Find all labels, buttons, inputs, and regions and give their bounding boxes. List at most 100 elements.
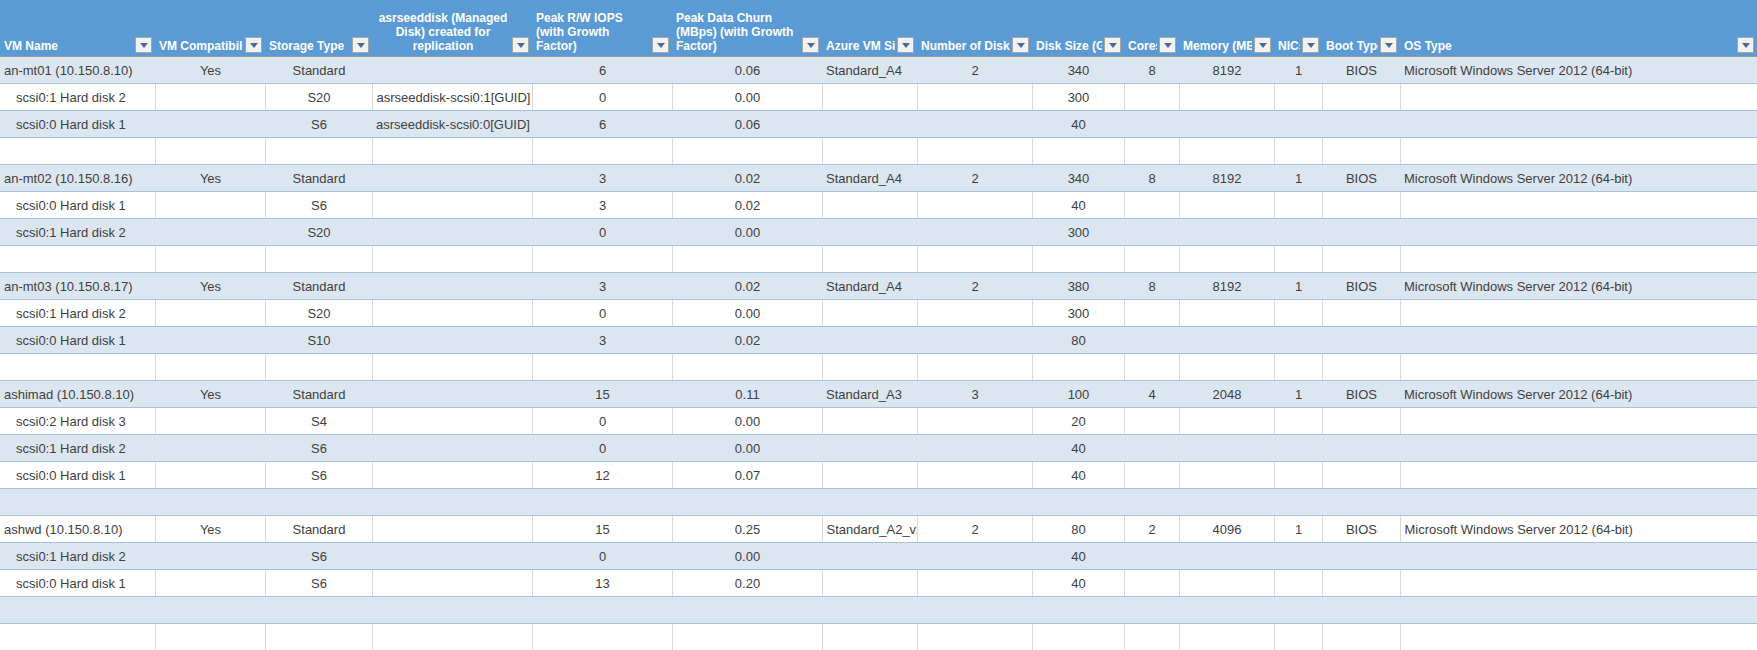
cell-peak-rw-iops[interactable] — [532, 246, 672, 273]
cell-peak-data-churn[interactable]: 0.00 — [672, 84, 822, 111]
cell-nics[interactable] — [1274, 570, 1322, 597]
cell-storage-type[interactable]: S20 — [265, 84, 372, 111]
cell-asrseeddisk-managed-disk[interactable] — [372, 435, 532, 462]
cell-vm-compatibility[interactable] — [155, 300, 265, 327]
cell-storage-type[interactable]: Standard — [265, 57, 372, 84]
cell-storage-type[interactable]: Standard — [265, 381, 372, 408]
filter-dropdown-icon[interactable] — [1302, 37, 1319, 53]
cell-disk-size-gb[interactable] — [1032, 624, 1124, 650]
cell-boot-type[interactable] — [1322, 219, 1400, 246]
cell-storage-type[interactable]: S6 — [265, 462, 372, 489]
cell-vm-compatibility[interactable] — [155, 408, 265, 435]
cell-boot-type[interactable] — [1322, 327, 1400, 354]
cell-azure-vm-size[interactable] — [822, 435, 917, 462]
cell-boot-type[interactable]: BIOS — [1322, 381, 1400, 408]
cell-vm-name[interactable] — [0, 138, 155, 165]
cell-disk-size-gb[interactable]: 100 — [1032, 381, 1124, 408]
cell-os-type[interactable] — [1400, 219, 1757, 246]
cell-asrseeddisk-managed-disk[interactable] — [372, 597, 532, 624]
cell-vm-compatibility[interactable] — [155, 435, 265, 462]
cell-vm-compatibility[interactable] — [155, 327, 265, 354]
cell-storage-type[interactable]: S4 — [265, 408, 372, 435]
cell-vm-name[interactable]: scsi0:0 Hard disk 1 — [0, 192, 155, 219]
cell-disk-size-gb[interactable] — [1032, 489, 1124, 516]
cell-boot-type[interactable] — [1322, 192, 1400, 219]
cell-storage-type[interactable] — [265, 597, 372, 624]
cell-peak-data-churn[interactable]: 0.07 — [672, 462, 822, 489]
cell-boot-type[interactable] — [1322, 435, 1400, 462]
cell-os-type[interactable]: Microsoft Windows Server 2012 (64-bit) — [1400, 516, 1757, 543]
cell-disk-size-gb[interactable]: 340 — [1032, 165, 1124, 192]
cell-memory-mb[interactable] — [1179, 354, 1274, 381]
cell-vm-compatibility[interactable] — [155, 462, 265, 489]
cell-vm-compatibility[interactable] — [155, 597, 265, 624]
cell-peak-data-churn[interactable] — [672, 489, 822, 516]
cell-boot-type[interactable] — [1322, 408, 1400, 435]
cell-vm-name[interactable]: scsi0:1 Hard disk 2 — [0, 435, 155, 462]
cell-number-of-disks[interactable] — [917, 84, 1032, 111]
column-header-disk-size-gb[interactable]: Disk Size (GB) — [1032, 0, 1124, 57]
cell-os-type[interactable] — [1400, 570, 1757, 597]
cell-os-type[interactable] — [1400, 354, 1757, 381]
cell-storage-type[interactable] — [265, 138, 372, 165]
cell-storage-type[interactable]: S6 — [265, 570, 372, 597]
cell-vm-compatibility[interactable] — [155, 354, 265, 381]
cell-nics[interactable] — [1274, 246, 1322, 273]
cell-peak-data-churn[interactable]: 0.11 — [672, 381, 822, 408]
cell-peak-data-churn[interactable]: 0.20 — [672, 570, 822, 597]
filter-dropdown-icon[interactable] — [1104, 37, 1121, 53]
cell-peak-data-churn[interactable] — [672, 246, 822, 273]
cell-peak-data-churn[interactable] — [672, 354, 822, 381]
cell-peak-data-churn[interactable]: 0.25 — [672, 516, 822, 543]
column-header-peak-rw-iops[interactable]: Peak R/W IOPS (with Growth Factor) — [532, 0, 672, 57]
cell-memory-mb[interactable] — [1179, 192, 1274, 219]
cell-nics[interactable] — [1274, 219, 1322, 246]
cell-cores[interactable] — [1124, 111, 1179, 138]
cell-memory-mb[interactable]: 8192 — [1179, 57, 1274, 84]
cell-azure-vm-size[interactable] — [822, 300, 917, 327]
cell-os-type[interactable]: Microsoft Windows Server 2012 (64-bit) — [1400, 165, 1757, 192]
cell-vm-name[interactable]: scsi0:1 Hard disk 2 — [0, 300, 155, 327]
cell-number-of-disks[interactable] — [917, 300, 1032, 327]
cell-os-type[interactable] — [1400, 462, 1757, 489]
cell-peak-rw-iops[interactable]: 3 — [532, 327, 672, 354]
cell-peak-rw-iops[interactable]: 6 — [532, 57, 672, 84]
cell-azure-vm-size[interactable]: Standard_A4 — [822, 273, 917, 300]
cell-peak-data-churn[interactable]: 0.00 — [672, 219, 822, 246]
cell-cores[interactable] — [1124, 435, 1179, 462]
cell-azure-vm-size[interactable] — [822, 219, 917, 246]
cell-memory-mb[interactable] — [1179, 462, 1274, 489]
cell-peak-rw-iops[interactable] — [532, 624, 672, 650]
cell-asrseeddisk-managed-disk[interactable]: asrseeddisk-scsi0:1[GUID] — [372, 84, 532, 111]
cell-os-type[interactable] — [1400, 138, 1757, 165]
cell-os-type[interactable] — [1400, 543, 1757, 570]
cell-vm-compatibility[interactable] — [155, 543, 265, 570]
cell-asrseeddisk-managed-disk[interactable] — [372, 408, 532, 435]
cell-memory-mb[interactable]: 4096 — [1179, 516, 1274, 543]
cell-memory-mb[interactable]: 8192 — [1179, 165, 1274, 192]
cell-number-of-disks[interactable] — [917, 489, 1032, 516]
cell-memory-mb[interactable] — [1179, 300, 1274, 327]
cell-memory-mb[interactable] — [1179, 624, 1274, 650]
cell-vm-name[interactable]: scsi0:1 Hard disk 2 — [0, 543, 155, 570]
cell-boot-type[interactable] — [1322, 570, 1400, 597]
cell-vm-compatibility[interactable]: Yes — [155, 516, 265, 543]
cell-storage-type[interactable]: Standard — [265, 165, 372, 192]
cell-storage-type[interactable] — [265, 354, 372, 381]
cell-azure-vm-size[interactable]: Standard_A3 — [822, 381, 917, 408]
column-header-storage-type[interactable]: Storage Type — [265, 0, 372, 57]
filter-dropdown-icon[interactable] — [135, 37, 152, 53]
cell-cores[interactable] — [1124, 327, 1179, 354]
column-header-number-of-disks[interactable]: Number of Disks — [917, 0, 1032, 57]
cell-cores[interactable] — [1124, 597, 1179, 624]
cell-os-type[interactable] — [1400, 300, 1757, 327]
cell-peak-data-churn[interactable]: 0.00 — [672, 543, 822, 570]
cell-vm-compatibility[interactable] — [155, 111, 265, 138]
cell-peak-rw-iops[interactable]: 3 — [532, 165, 672, 192]
cell-boot-type[interactable]: BIOS — [1322, 57, 1400, 84]
cell-cores[interactable] — [1124, 138, 1179, 165]
cell-os-type[interactable] — [1400, 408, 1757, 435]
cell-nics[interactable] — [1274, 489, 1322, 516]
cell-nics[interactable] — [1274, 543, 1322, 570]
cell-memory-mb[interactable]: 2048 — [1179, 381, 1274, 408]
